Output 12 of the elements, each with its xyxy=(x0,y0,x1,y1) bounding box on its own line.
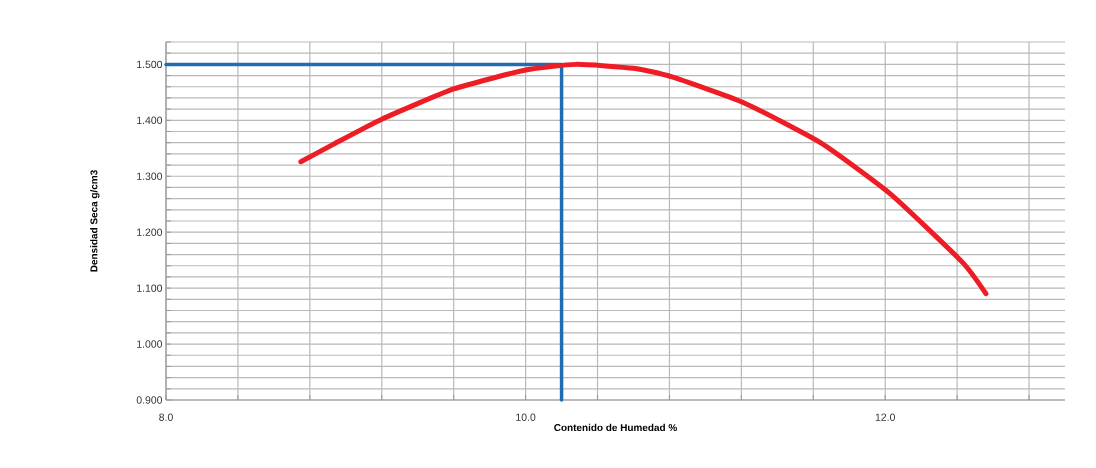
y-axis-title: Densidad Seca g/cm3 xyxy=(90,170,100,272)
x-tick-label: 10.0 xyxy=(516,413,536,421)
y-tick-label: 1.400 xyxy=(137,116,163,125)
y-tick-label: 1.300 xyxy=(137,172,163,180)
x-tick-label: 8.0 xyxy=(159,413,173,421)
x-tick-label: 12.0 xyxy=(875,413,895,421)
x-axis-title: Contenido de Humedad % xyxy=(554,423,677,432)
y-tick-label: 0.900 xyxy=(136,396,163,404)
y-tick-label: 1.100 xyxy=(137,284,163,292)
y-tick-label: 1.500 xyxy=(137,60,163,69)
y-tick-label: 1.200 xyxy=(137,228,163,236)
y-tick-label: 1.000 xyxy=(137,340,163,348)
